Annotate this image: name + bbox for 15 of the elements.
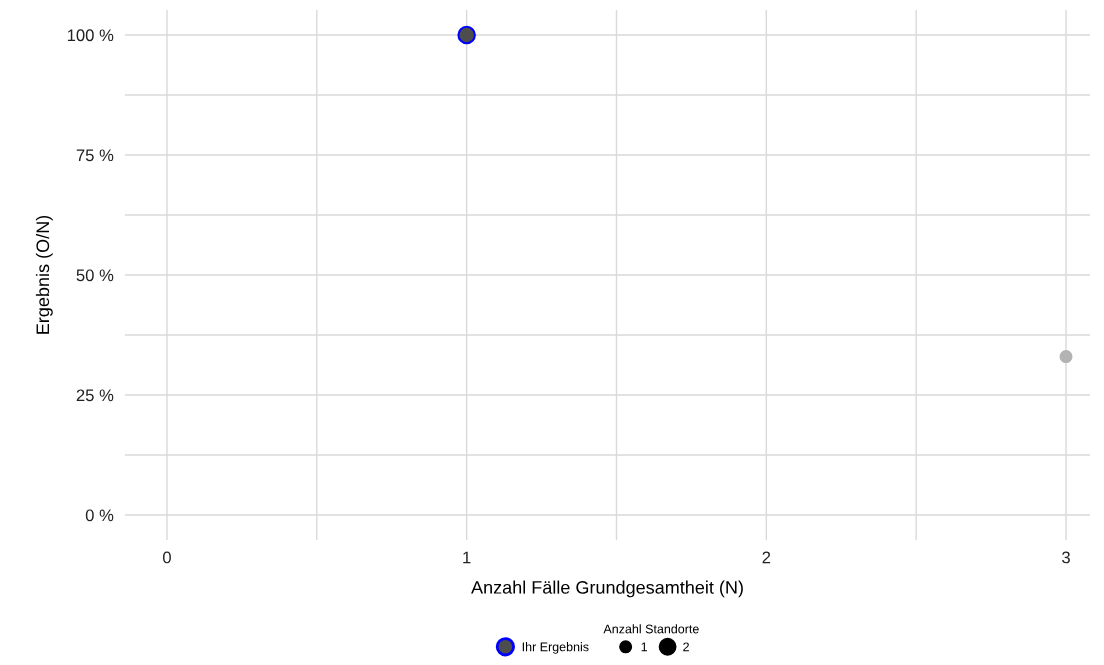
x-axis-title: Anzahl Fälle Grundgesamtheit (N): [471, 580, 743, 598]
x-tick-label: 0: [162, 551, 171, 564]
y-tick-label: 75 %: [76, 149, 114, 162]
x-tick-label: 2: [762, 551, 771, 564]
x-tick-label: 3: [1062, 551, 1070, 564]
y-tick-label: 0 %: [85, 509, 114, 522]
legend-label: Ihr Ergebnis: [522, 642, 589, 654]
legend-label: 2: [683, 642, 689, 652]
x-tick-label: 1: [463, 551, 471, 564]
y-tick-label: 100 %: [67, 29, 114, 42]
y-tick-label: 25 %: [76, 389, 114, 402]
y-tick-label: 50 %: [76, 269, 114, 282]
y-axis-title: Ergebnis (O/N): [35, 215, 53, 334]
legend-label: 1: [641, 642, 647, 652]
legend-title: Anzahl Standorte: [603, 624, 699, 634]
